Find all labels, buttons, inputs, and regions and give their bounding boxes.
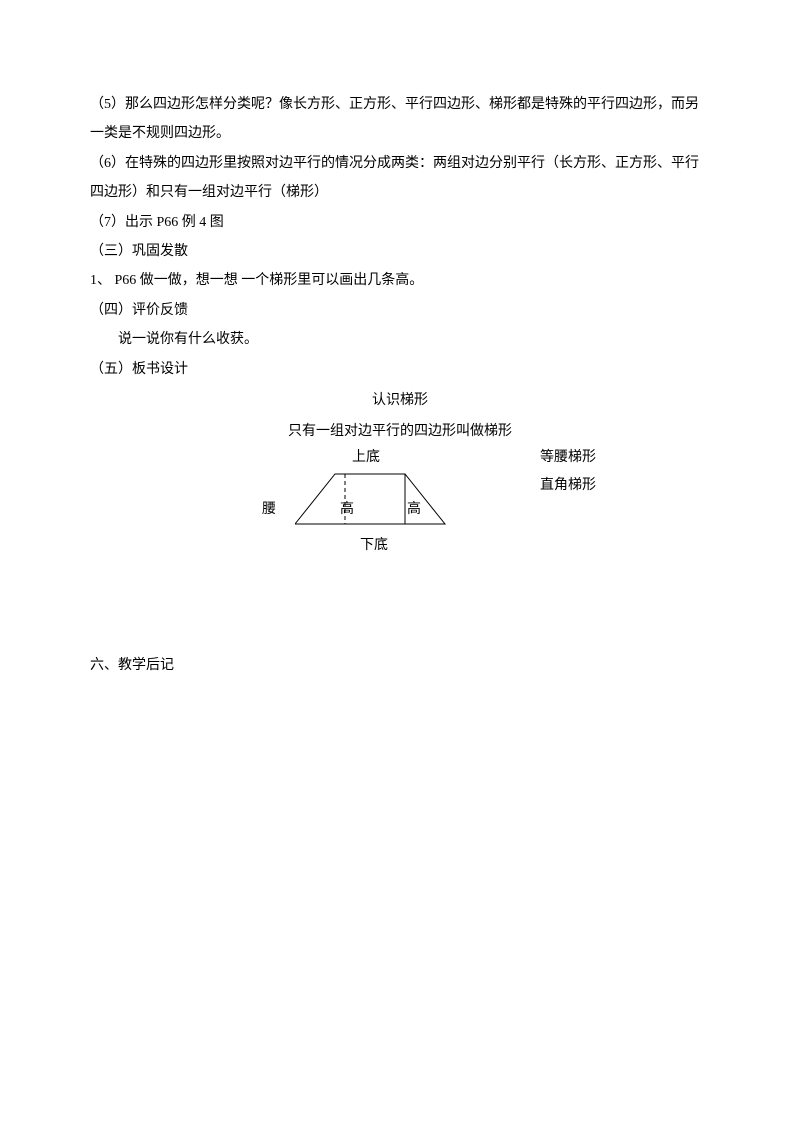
feedback-text: 说一说你有什么收获。: [90, 325, 710, 354]
paragraph-5: （5）那么四边形怎样分类呢？像长方形、正方形、平行四边形、梯形都是特殊的平行四边…: [90, 90, 710, 149]
paragraph-7: （7）出示 P66 例 4 图: [90, 208, 710, 237]
label-leg: 腰: [262, 495, 276, 524]
label-isosceles: 等腰梯形: [540, 443, 596, 472]
section-6-heading: 六、教学后记: [90, 651, 710, 680]
label-top-base: 上底: [352, 443, 380, 472]
section-4-heading: （四）评价反馈: [90, 296, 710, 325]
label-right-trap: 直角梯形: [540, 471, 596, 500]
board-definition: 只有一组对边平行的四边形叫做梯形: [90, 417, 710, 446]
board-title: 认识梯形: [90, 386, 710, 415]
trapezoid-diagram: 上底 等腰梯形 直角梯形 腰 高 高 下底: [170, 451, 630, 561]
label-bottom-base: 下底: [360, 531, 388, 560]
trapezoid-shape: [295, 474, 445, 524]
trapezoid-svg: [295, 469, 455, 531]
paragraph-6: （6）在特殊的四边形里按照对边平行的情况分成两类：两组对边分别平行（长方形、正方…: [90, 149, 710, 208]
section-5-heading: （五）板书设计: [90, 355, 710, 384]
exercise-1: 1、 P66 做一做，想一想 一个梯形里可以画出几条高。: [90, 266, 710, 295]
section-3-heading: （三）巩固发散: [90, 237, 710, 266]
